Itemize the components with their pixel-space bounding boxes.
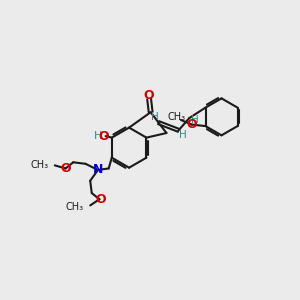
Text: H: H [191,115,199,125]
Text: O: O [96,193,106,206]
Text: N: N [93,164,103,176]
Text: O: O [144,89,154,102]
Text: O: O [186,118,197,131]
Text: O: O [99,130,110,142]
Text: H: H [94,131,102,141]
Text: H: H [178,130,186,140]
Text: O: O [60,162,71,175]
Text: CH₃: CH₃ [31,160,49,170]
Text: H: H [151,112,159,122]
Text: CH₃: CH₃ [167,112,185,122]
Text: CH₃: CH₃ [66,202,84,212]
